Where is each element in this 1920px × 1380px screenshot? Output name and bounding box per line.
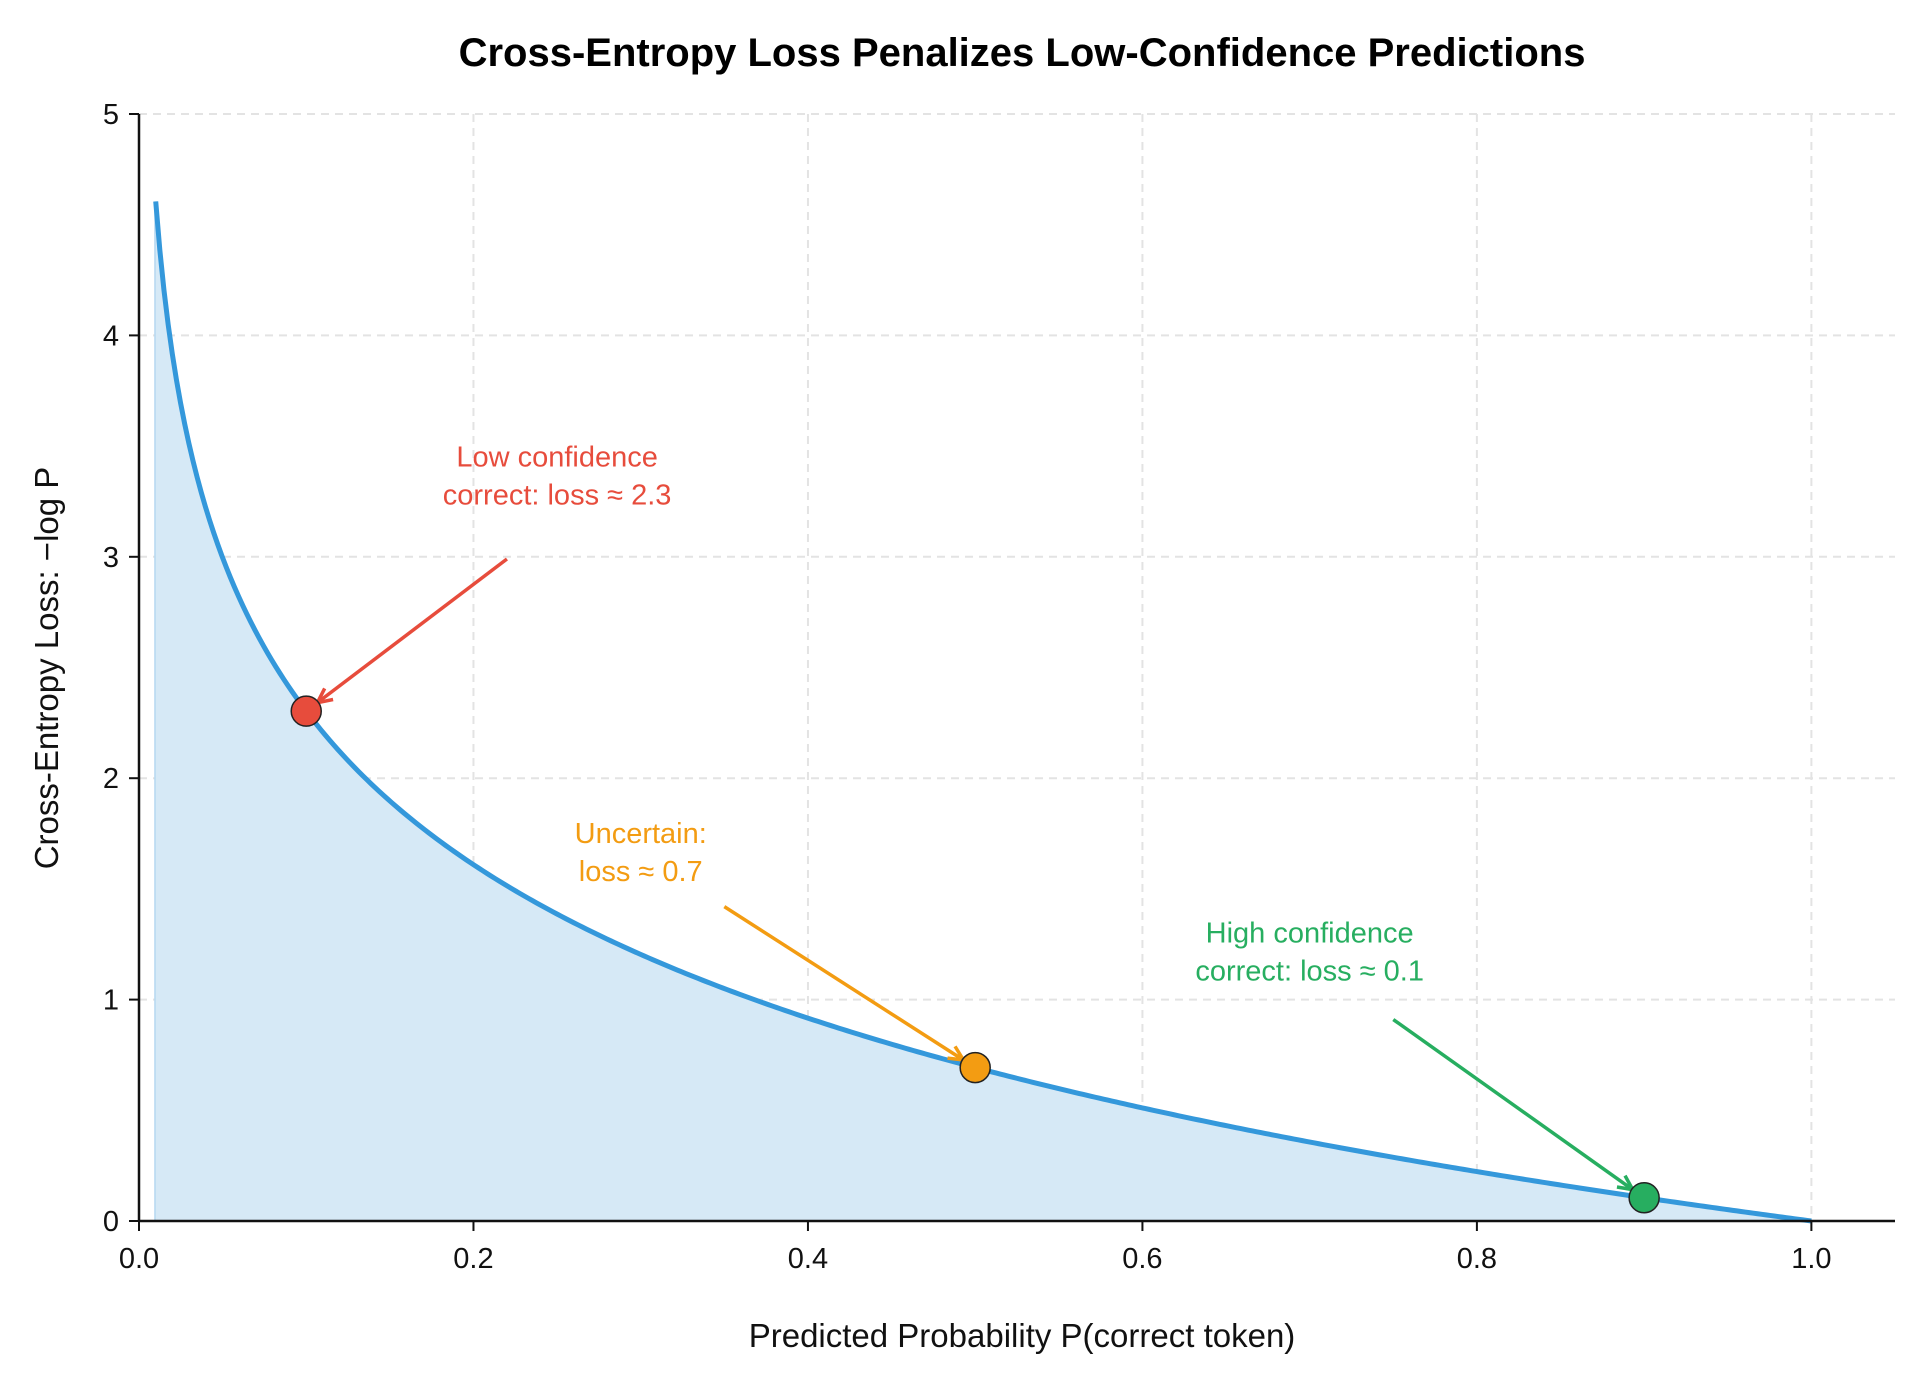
annotation-label: High confidence bbox=[1206, 917, 1414, 949]
chart-title: Cross-Entropy Loss Penalizes Low-Confide… bbox=[459, 31, 1586, 75]
y-axis-label: Cross-Entropy Loss: −log P bbox=[28, 467, 65, 870]
annotation-arrow bbox=[723, 905, 965, 1062]
annotation-label: correct: loss ≈ 0.1 bbox=[1195, 955, 1424, 987]
annotation-label: correct: loss ≈ 2.3 bbox=[443, 479, 672, 511]
ticks: 0.0 0.2 0.4 0.6 0.8 1.0 0 1 2 3 4 5 bbox=[103, 99, 1832, 1275]
x-tick-label: 0.8 bbox=[1457, 1243, 1497, 1275]
annotations: Low confidence correct: loss ≈ 2.3 Uncerta… bbox=[314, 441, 1637, 1192]
x-tick-label: 0.2 bbox=[453, 1243, 493, 1275]
annotation-label: Low confidence bbox=[456, 441, 658, 473]
annotation-label: loss ≈ 0.7 bbox=[579, 856, 703, 888]
x-tick-label: 1.0 bbox=[1791, 1243, 1831, 1275]
x-axis-label: Predicted Probability P(correct token) bbox=[749, 1317, 1296, 1354]
x-tick-label: 0.6 bbox=[1122, 1243, 1162, 1275]
annotation-label: Uncertain: bbox=[575, 818, 707, 850]
y-tick-label: 5 bbox=[103, 99, 119, 131]
area-fill bbox=[155, 201, 1812, 1222]
y-tick-label: 1 bbox=[103, 985, 119, 1017]
x-tick-label: 0.0 bbox=[119, 1243, 159, 1275]
y-tick-label: 0 bbox=[103, 1206, 119, 1238]
data-point bbox=[1628, 1182, 1660, 1214]
annotation-arrow bbox=[316, 557, 508, 705]
y-tick-label: 3 bbox=[103, 542, 119, 574]
points bbox=[290, 695, 1660, 1214]
axes bbox=[137, 114, 1895, 1223]
y-tick-label: 4 bbox=[103, 320, 119, 352]
y-tick-label: 2 bbox=[103, 763, 119, 795]
x-tick-label: 0.4 bbox=[788, 1243, 828, 1275]
data-point bbox=[290, 695, 322, 727]
data-point bbox=[959, 1051, 991, 1084]
annotation-arrow bbox=[1392, 1018, 1634, 1192]
